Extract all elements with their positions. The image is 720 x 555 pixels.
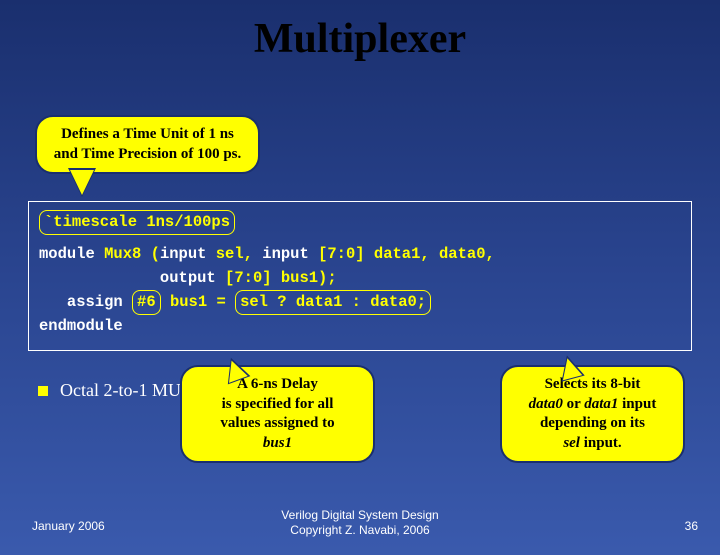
- callout-delay-l2: is specified for all: [222, 396, 334, 412]
- callout-timescale-line2: and Time Precision of 100 ps.: [54, 146, 242, 162]
- slide-title: Multiplexer: [0, 15, 720, 63]
- bullet-item: Octal 2-to-1 MUX: [38, 380, 194, 401]
- callout-select-l2c: data1: [584, 396, 618, 412]
- footer-page: 36: [685, 519, 698, 533]
- callout-select-l4a: sel: [563, 435, 580, 451]
- callout-select-l2a: data0: [529, 396, 563, 412]
- ternary-highlight: sel ? data1 : data0;: [235, 290, 431, 315]
- footer-date: January 2006: [32, 519, 105, 533]
- callout-select-l2b: or: [563, 396, 584, 412]
- callout-delay-l1: A 6-ns Delay: [237, 376, 318, 392]
- code-buseq: bus1 =: [161, 293, 235, 311]
- callout-timescale-line1: Defines a Time Unit of 1 ns: [61, 126, 234, 142]
- kw-assign: assign: [67, 293, 123, 311]
- kw-input2: input: [262, 245, 309, 263]
- callout1-tail: [70, 170, 94, 195]
- kw-output: output: [160, 269, 216, 287]
- kw-module: module: [39, 245, 95, 263]
- callout-delay-l3: values assigned to: [220, 415, 334, 431]
- footer-center-1: Verilog Digital System Design: [281, 508, 438, 522]
- callout-delay: A 6-ns Delay is specified for all values…: [180, 365, 375, 463]
- code-modname: Mux8 (: [95, 245, 160, 263]
- code-block: `timescale 1ns/100ps module Mux8 (input …: [28, 201, 692, 351]
- code-busdecl: [7:0] bus1);: [216, 269, 337, 287]
- callout-select-l3: depending on its: [540, 415, 645, 431]
- callout-select-l1: Selects its 8-bit: [545, 376, 641, 392]
- delay-highlight: #6: [132, 290, 161, 315]
- footer-center-2: Copyright Z. Navabi, 2006: [290, 523, 429, 537]
- timescale-highlight: `timescale 1ns/100ps: [39, 210, 235, 235]
- footer-center: Verilog Digital System Design Copyright …: [281, 508, 438, 539]
- callout-timescale: Defines a Time Unit of 1 ns and Time Pre…: [35, 115, 260, 174]
- bullet-square-icon: [38, 386, 48, 396]
- callout-select-l4b: input.: [580, 435, 622, 451]
- callout-delay-l4: bus1: [263, 435, 292, 451]
- kw-input1: input: [160, 245, 207, 263]
- callout-select-l2d: input: [618, 396, 656, 412]
- code-sel: sel,: [206, 245, 262, 263]
- code-indent3: [39, 293, 67, 311]
- kw-endmodule: endmodule: [39, 317, 123, 335]
- callout-select: Selects its 8-bit data0 or data1 input d…: [500, 365, 685, 463]
- code-datadecl: [7:0] data1, data0,: [309, 245, 495, 263]
- bullet-text: Octal 2-to-1 MUX: [60, 380, 194, 401]
- code-indent2: [39, 269, 160, 287]
